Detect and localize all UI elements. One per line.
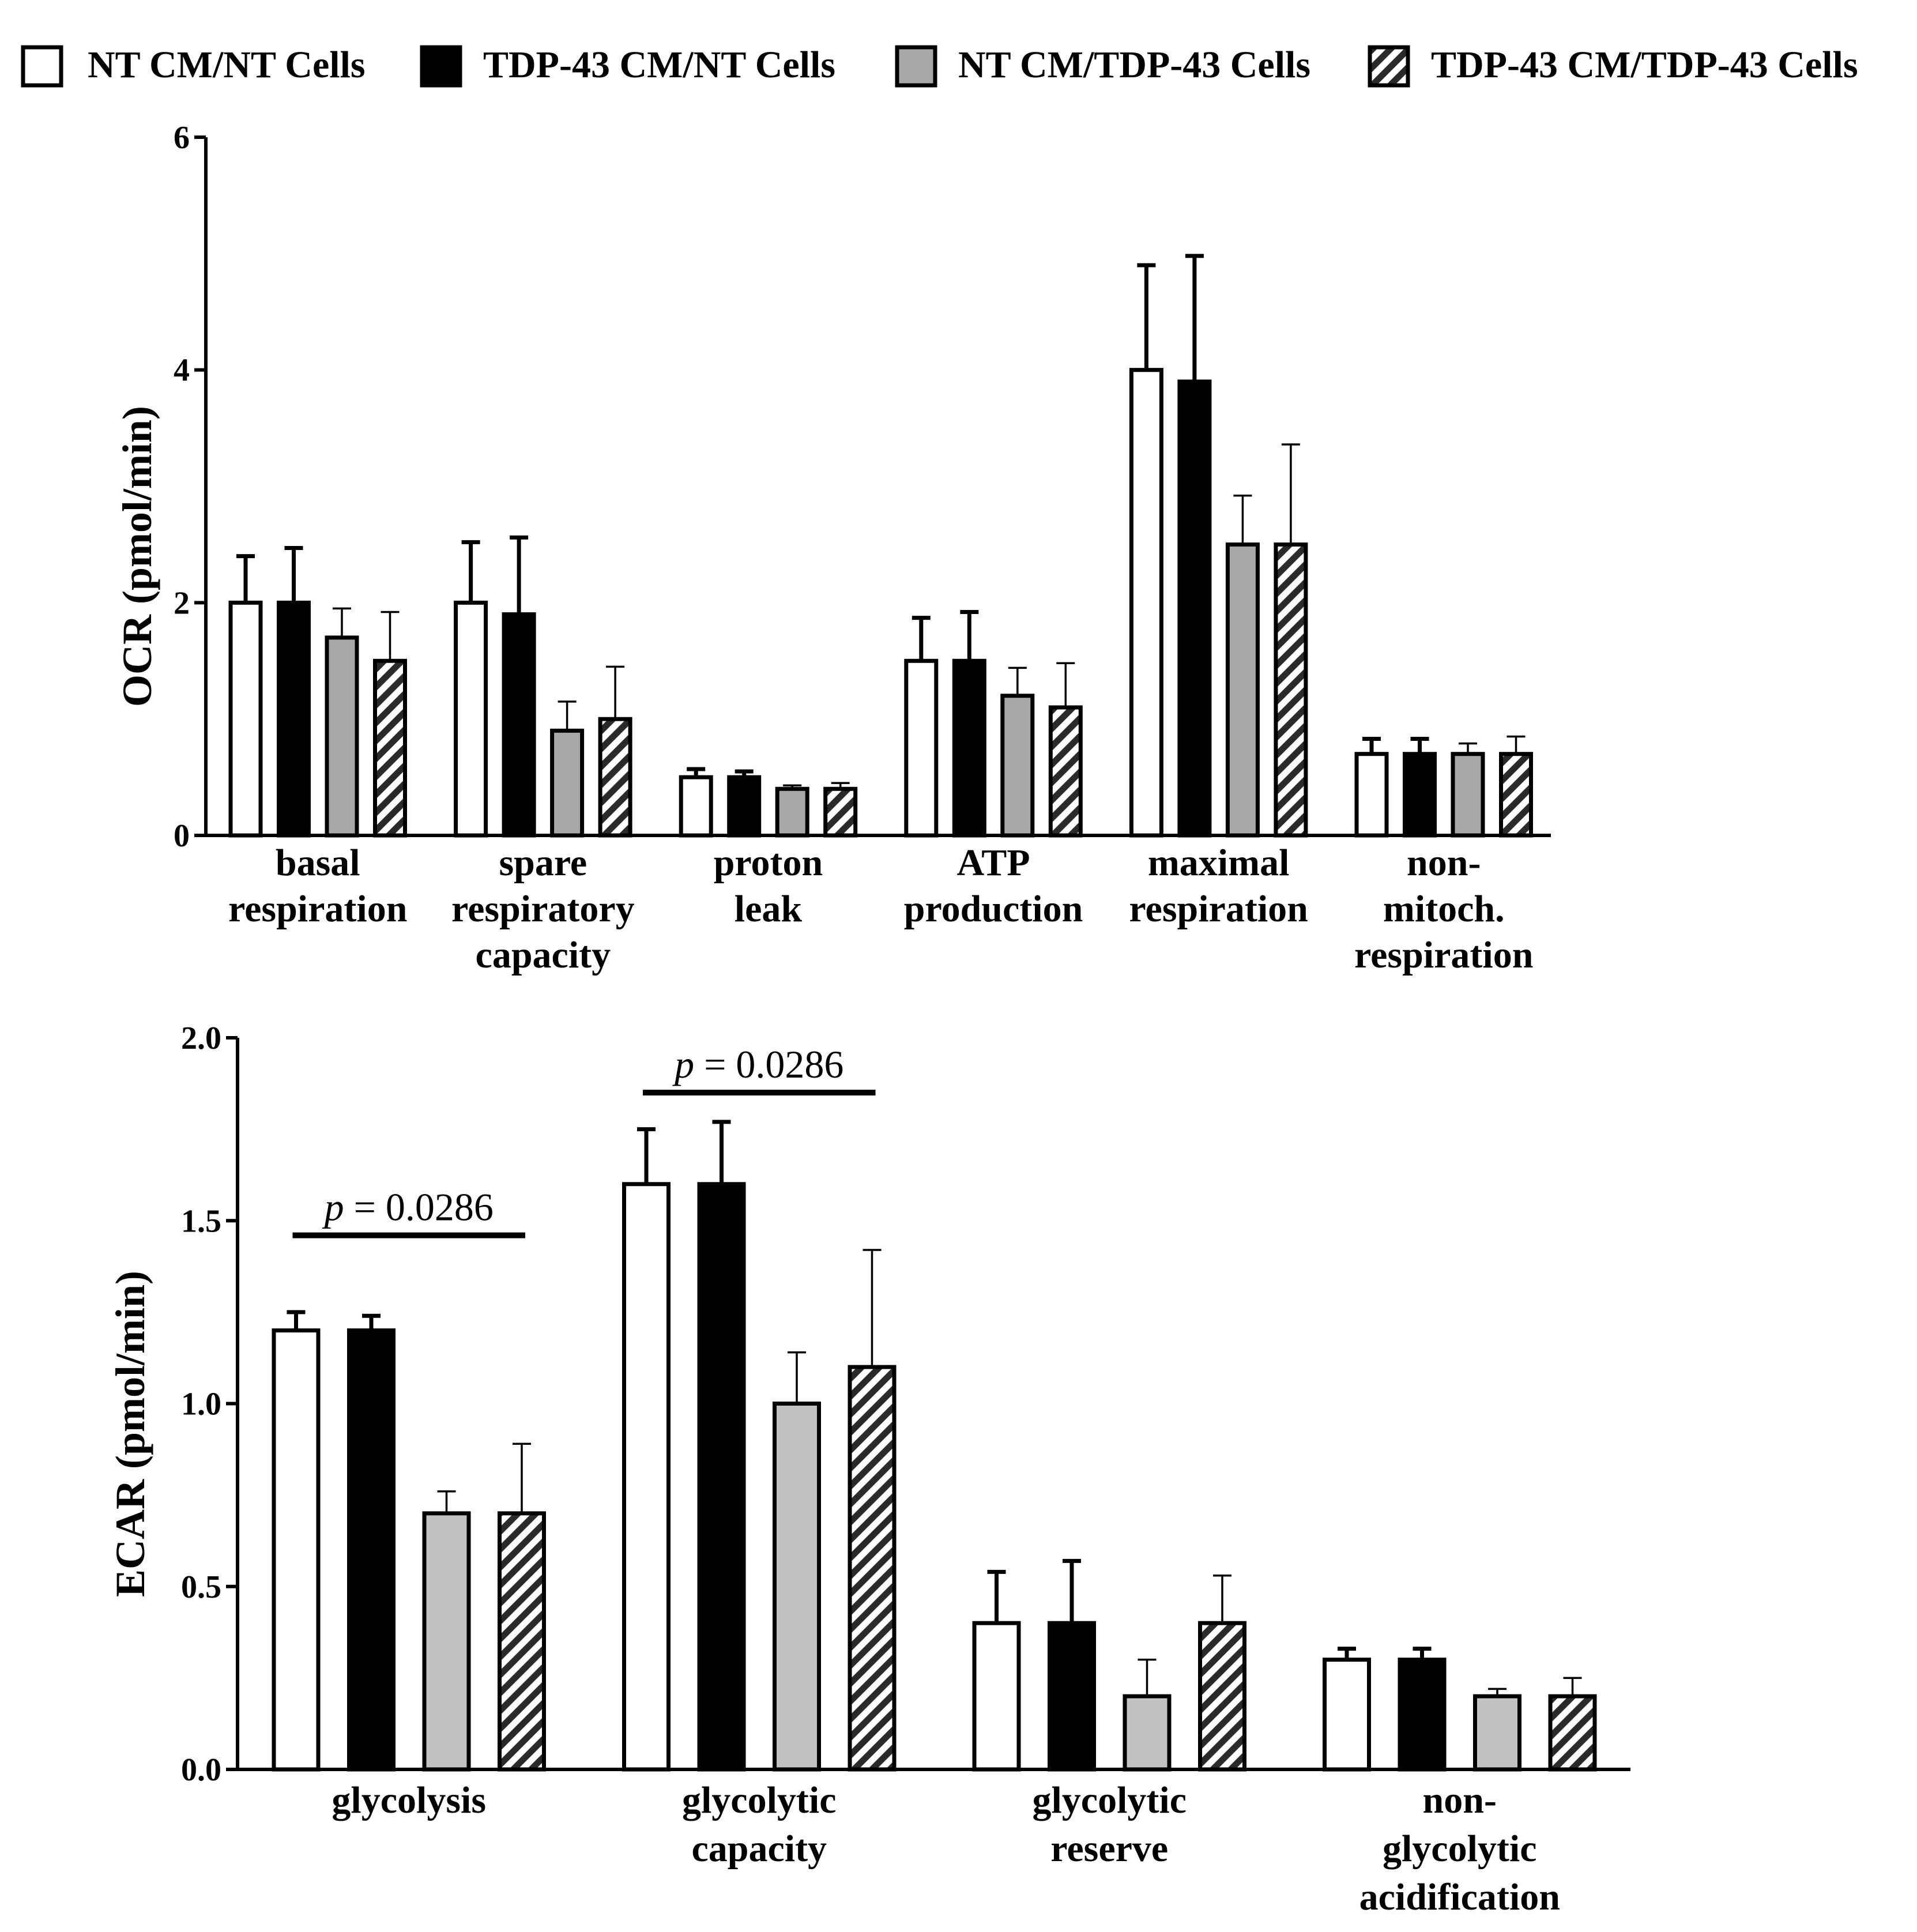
legend: NT CM/NT Cells TDP-43 CM/NT Cells NT CM/… — [21, 44, 1858, 88]
x-category-label: proton — [714, 842, 823, 884]
p-value-label: p = 0.0286 — [672, 1042, 843, 1086]
bar-tdp-nt — [952, 658, 986, 838]
bar-nt-nt — [1323, 1658, 1371, 1772]
x-category-label: spare — [499, 842, 587, 884]
bar-tdp-tdp — [1198, 1621, 1246, 1772]
y-tick-label: 2.0 — [181, 1020, 221, 1056]
bar-nt-nt — [679, 775, 713, 838]
y-tick-label: 1.5 — [181, 1203, 221, 1239]
bar-tdp-tdp — [1548, 1694, 1597, 1772]
x-category-label: respiration — [1354, 934, 1533, 976]
bar-nt-tdp — [1451, 752, 1485, 838]
bar-tdp-nt — [347, 1328, 396, 1772]
bar-tdp-nt — [502, 612, 536, 838]
p-value-label: p = 0.0286 — [322, 1185, 494, 1229]
bar-tdp-nt — [1398, 1658, 1447, 1772]
x-category-label: glycolytic — [1032, 1779, 1187, 1821]
bar-tdp-nt — [727, 775, 762, 838]
x-category-label: mitoch. — [1383, 888, 1505, 930]
bar-tdp-nt — [277, 600, 311, 838]
x-category-label: respiration — [228, 888, 407, 930]
bar-tdp-nt — [1403, 752, 1437, 838]
legend-label: NT CM/NT Cells — [88, 44, 366, 86]
bar-tdp-tdp — [823, 786, 858, 838]
legend-label: TDP-43 CM/NT Cells — [483, 44, 835, 86]
x-category-label: reserve — [1050, 1828, 1168, 1870]
bar-nt-nt — [1129, 368, 1163, 838]
bar-tdp-tdp — [1048, 705, 1083, 838]
x-category-label: ATP — [956, 842, 1030, 884]
bar-nt-tdp — [550, 728, 585, 838]
bar-tdp-tdp — [848, 1365, 897, 1772]
bar-nt-nt — [1354, 752, 1389, 838]
bar-tdp-nt — [1177, 379, 1212, 838]
x-category-label: glycolytic — [1383, 1828, 1537, 1870]
legend-label: NT CM/TDP-43 Cells — [958, 44, 1310, 86]
bar-nt-nt — [454, 600, 488, 838]
bar-nt-tdp — [325, 635, 359, 838]
bar-tdp-tdp — [373, 658, 407, 838]
x-category-label: capacity — [476, 934, 611, 976]
x-category-label: respiration — [1129, 888, 1308, 930]
bar-tdp-tdp — [1274, 542, 1308, 838]
legend-swatch-hatched — [1368, 45, 1410, 88]
x-category-label: leak — [735, 888, 803, 930]
ocr-chart: OCR (pmol/min) 0246basalrespirationspare… — [114, 120, 1551, 976]
x-category-label: maximal — [1148, 842, 1290, 884]
bar-tdp-nt — [1048, 1621, 1096, 1772]
bar-tdp-nt — [697, 1182, 746, 1772]
y-tick-label: 1.0 — [181, 1387, 221, 1422]
x-category-label: basal — [276, 842, 360, 884]
x-category-label: non- — [1423, 1779, 1497, 1821]
x-category-label: respiratory — [451, 888, 635, 930]
x-category-label: non- — [1407, 842, 1481, 884]
bar-nt-nt — [272, 1328, 321, 1772]
bar-nt-nt — [228, 600, 263, 838]
bar-tdp-tdp — [598, 717, 632, 838]
x-category-label: capacity — [691, 1828, 827, 1870]
y-tick-label: 0.0 — [181, 1752, 221, 1788]
x-category-label: glycolytic — [682, 1779, 837, 1821]
bar-tdp-tdp — [498, 1511, 546, 1772]
x-category-label: glycolysis — [332, 1779, 486, 1821]
x-category-label: acidification — [1359, 1876, 1560, 1918]
bar-nt-tdp — [422, 1511, 471, 1772]
ocr-y-axis-label: OCR (pmol/min) — [114, 406, 160, 707]
y-tick-label: 0.5 — [181, 1569, 221, 1605]
y-tick-label: 0 — [174, 818, 190, 854]
legend-item: TDP-43 CM/NT Cells — [420, 44, 835, 88]
bar-nt-tdp — [1225, 542, 1260, 838]
ecar-chart: ECAR (pmol/min) 0.0 0.5 1.0 1.5 2.0 glycolysi… — [107, 1020, 1630, 1918]
legend-swatch-gray — [895, 45, 937, 88]
bar-nt-tdp — [1123, 1694, 1172, 1772]
legend-label: TDP-43 CM/TDP-43 Cells — [1431, 44, 1858, 86]
legend-swatch-black — [420, 45, 462, 88]
bar-nt-nt — [904, 658, 939, 838]
legend-item: NT CM/TDP-43 Cells — [895, 44, 1310, 88]
y-tick-label: 4 — [174, 353, 190, 389]
bar-nt-tdp — [1000, 694, 1035, 838]
legend-swatch-white — [21, 45, 63, 88]
bar-nt-nt — [972, 1621, 1021, 1772]
bar-nt-tdp — [1473, 1694, 1521, 1772]
bar-nt-nt — [622, 1182, 671, 1772]
y-tick-label: 2 — [174, 585, 190, 621]
legend-item: NT CM/NT Cells — [21, 44, 366, 88]
x-category-label: production — [904, 888, 1083, 930]
bar-tdp-tdp — [1499, 752, 1533, 838]
bar-nt-tdp — [775, 786, 809, 838]
y-tick-label: 6 — [174, 120, 190, 156]
bar-nt-tdp — [773, 1402, 821, 1772]
ecar-y-axis-label: ECAR (pmol/min) — [107, 1271, 153, 1597]
legend-item: TDP-43 CM/TDP-43 Cells — [1368, 44, 1858, 88]
